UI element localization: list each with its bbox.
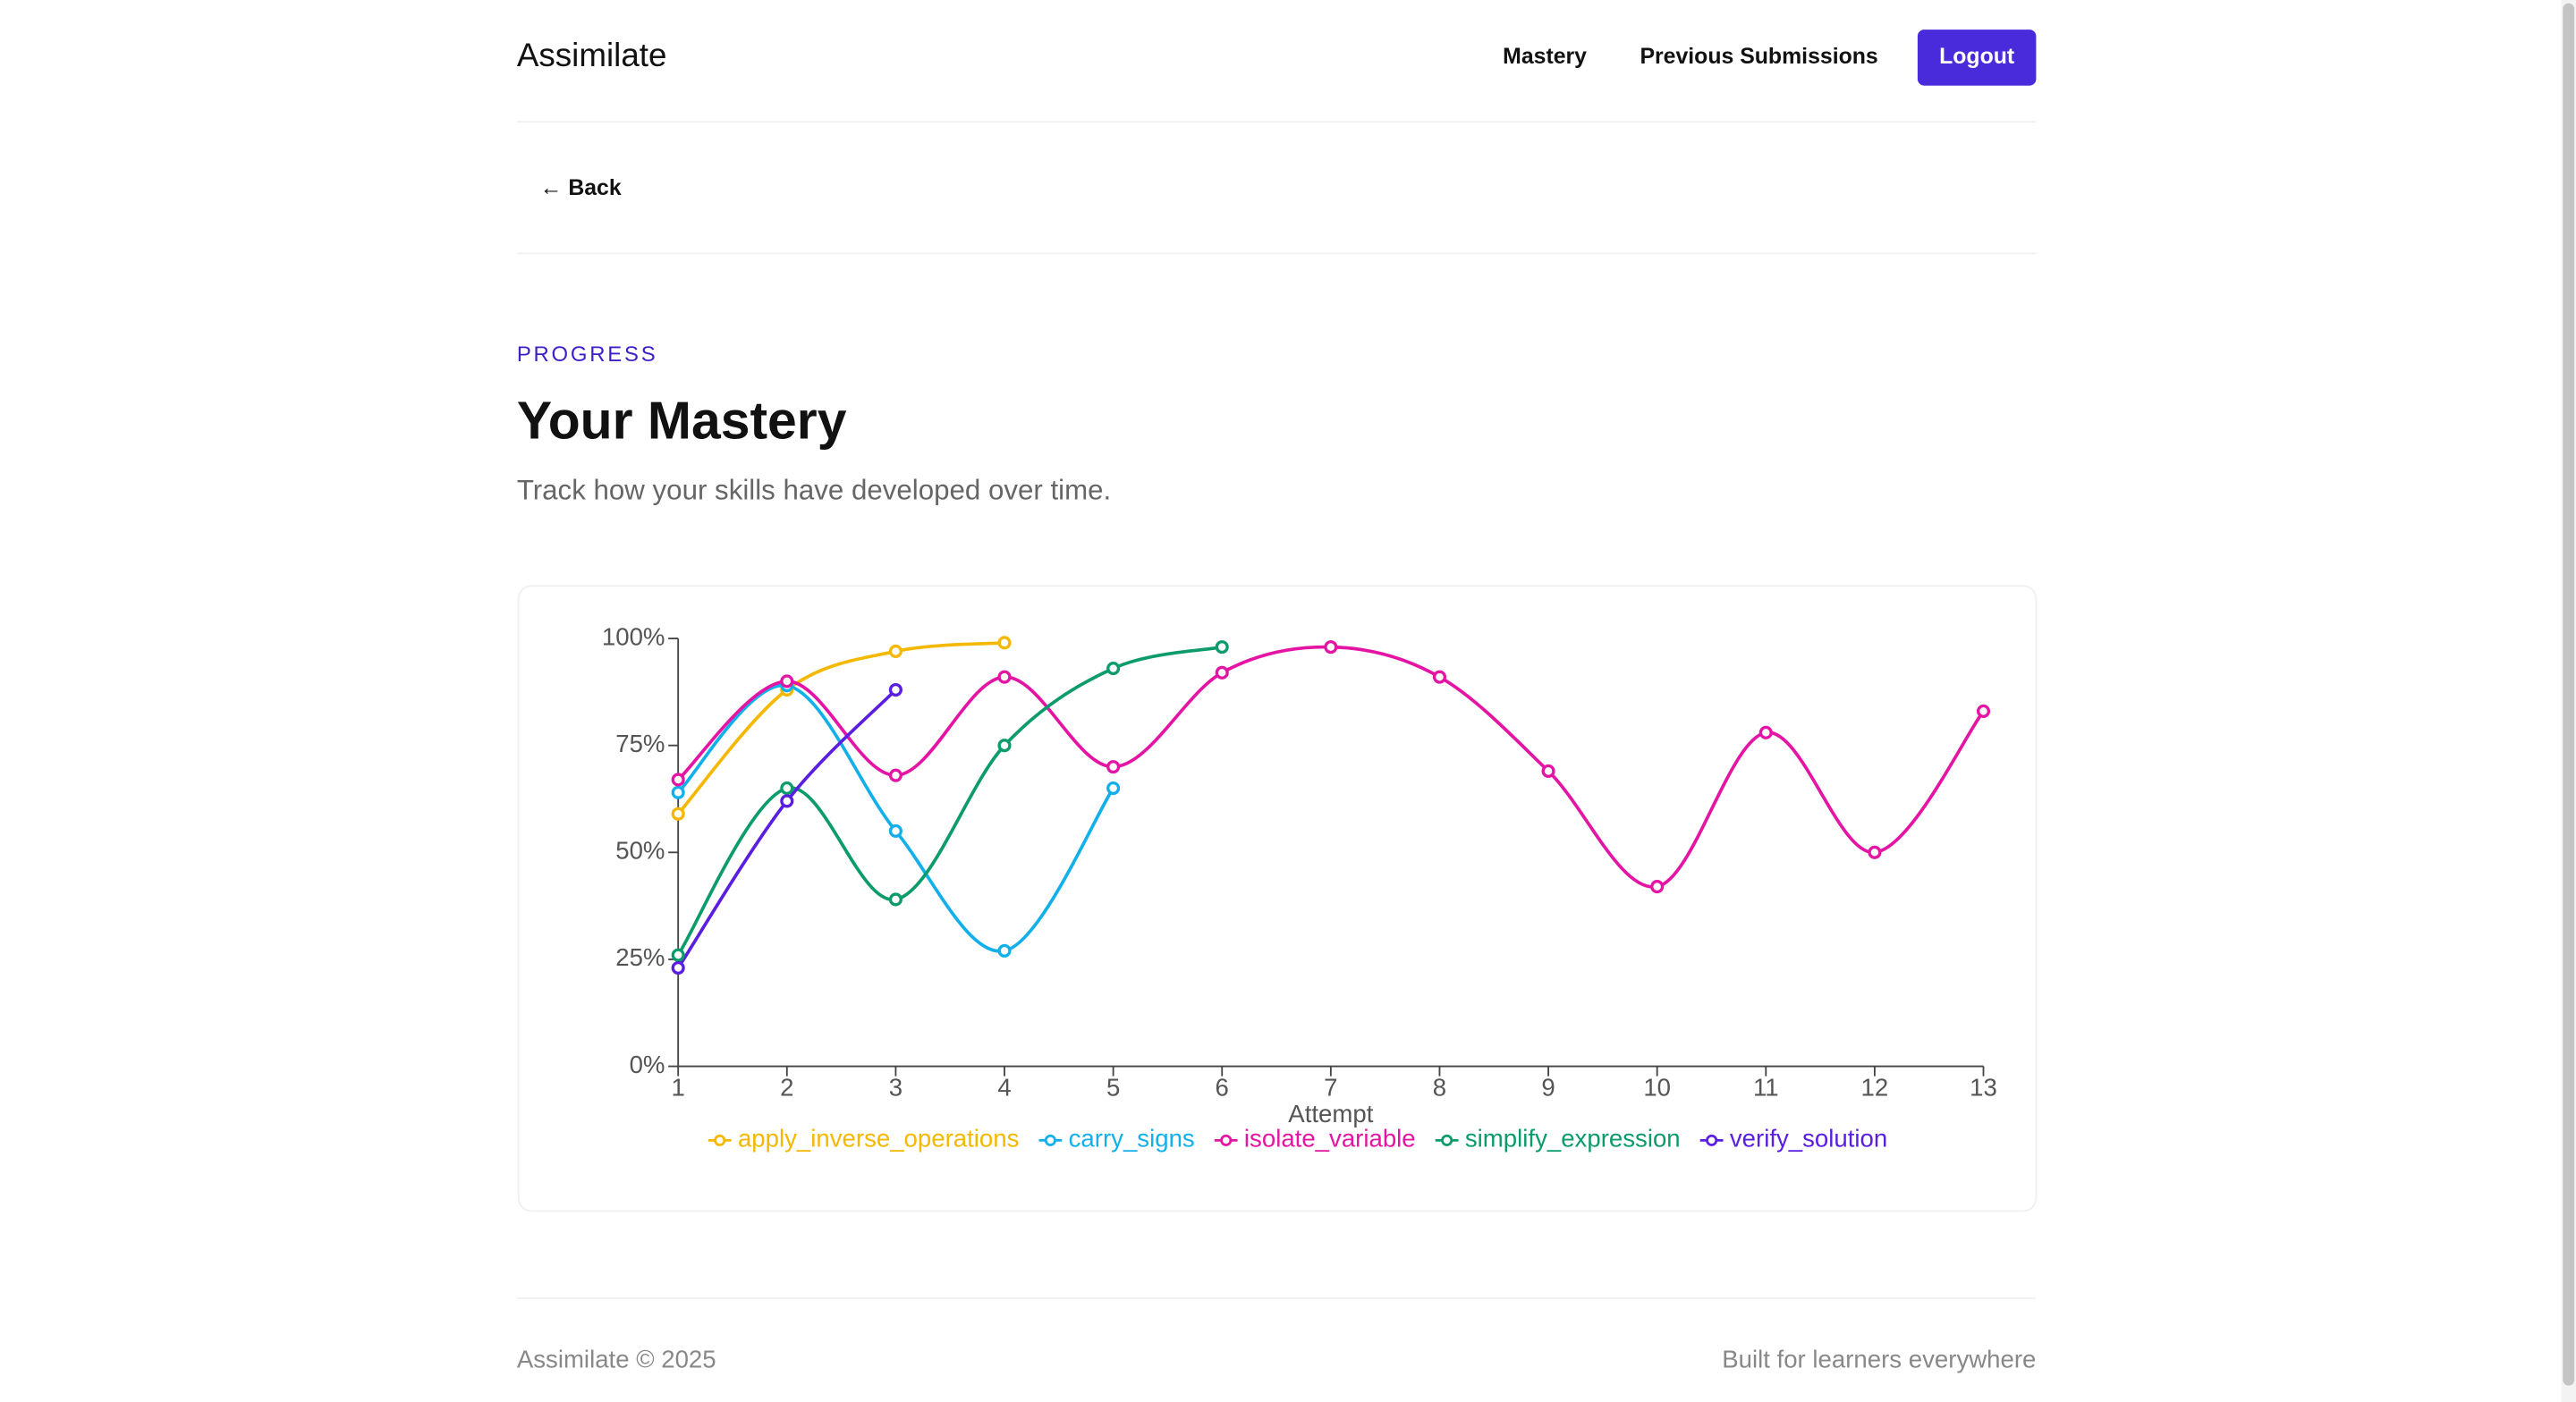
legend-swatch-dot xyxy=(1706,1134,1718,1146)
x-tick-label: 7 xyxy=(1324,1074,1337,1102)
scrollbar-thumb[interactable] xyxy=(2563,3,2575,1386)
x-tick-label: 4 xyxy=(997,1074,1011,1102)
y-tick-label: 50% xyxy=(615,837,665,865)
data-point xyxy=(671,773,685,787)
logout-button[interactable] xyxy=(1917,30,2037,86)
data-point xyxy=(1324,640,1338,655)
series-line xyxy=(676,641,1005,815)
subtitle: Track how your skills have developed ove… xyxy=(517,475,1111,506)
x-tick-label: 9 xyxy=(1541,1074,1555,1102)
x-tick-label: 10 xyxy=(1643,1074,1671,1102)
data-point xyxy=(1650,880,1665,894)
data-point xyxy=(997,739,1012,753)
footer-left: Assimilate © 2025 xyxy=(517,1345,716,1372)
data-point xyxy=(888,682,902,697)
data-point xyxy=(1106,662,1121,676)
data-point xyxy=(888,768,902,782)
data-point xyxy=(997,636,1012,650)
brand: Assimilate xyxy=(517,37,667,73)
x-tick-label: 12 xyxy=(1861,1074,1889,1102)
nav-link[interactable]: Mastery xyxy=(1503,45,1587,69)
legend: apply_inverse_operations carry_signs isola… xyxy=(708,1125,1887,1153)
data-point xyxy=(671,948,685,962)
chart-card xyxy=(517,585,2038,1212)
data-point xyxy=(888,823,902,838)
data-point xyxy=(1215,665,1229,680)
y-tick-label: 25% xyxy=(615,943,665,971)
legend-swatch-dot xyxy=(1220,1134,1233,1146)
data-point xyxy=(1106,781,1121,796)
footer-right: Built for learners everywhere xyxy=(1722,1345,2036,1372)
data-point xyxy=(1976,704,1991,718)
data-point xyxy=(1106,760,1121,774)
eyebrow: PROGRESS xyxy=(517,342,658,367)
logout-label[interactable]: Logout xyxy=(1939,45,2014,69)
page-title: Your Mastery xyxy=(517,392,847,450)
legend-swatch-dot xyxy=(1441,1134,1453,1146)
back-link[interactable]: ← Back xyxy=(540,176,622,200)
legend-swatch-dot xyxy=(714,1134,726,1146)
legend-label: isolate_variable xyxy=(1244,1125,1416,1153)
x-tick-label: 11 xyxy=(1753,1074,1779,1102)
x-tick-label: 3 xyxy=(889,1074,902,1102)
data-point xyxy=(671,960,685,975)
legend-label: verify_solution xyxy=(1730,1125,1887,1153)
data-point xyxy=(1541,764,1555,778)
legend-swatch-dot xyxy=(1044,1134,1056,1146)
y-tick-label: 75% xyxy=(615,730,665,757)
y-tick-label: 0% xyxy=(630,1051,665,1078)
x-tick-label: 1 xyxy=(672,1074,685,1102)
x-tick-label: 6 xyxy=(1216,1074,1229,1102)
data-point xyxy=(1215,640,1229,655)
data-point xyxy=(997,670,1012,684)
data-point xyxy=(1868,845,1882,859)
legend-label: apply_inverse_operations xyxy=(738,1125,1019,1153)
x-axis-label: Attempt xyxy=(1288,1100,1373,1128)
data-point xyxy=(1432,670,1447,684)
data-point xyxy=(780,781,794,796)
y-tick-label: 100% xyxy=(602,622,665,650)
x-tick-label: 5 xyxy=(1106,1074,1120,1102)
legend-label: carry_signs xyxy=(1069,1125,1195,1153)
data-point xyxy=(888,644,902,658)
data-point xyxy=(997,943,1012,958)
x-tick-label: 2 xyxy=(780,1074,793,1102)
data-point xyxy=(671,785,685,799)
x-tick-label: 8 xyxy=(1433,1074,1446,1102)
data-point xyxy=(780,674,794,688)
data-point xyxy=(671,807,685,821)
chart: 0%25%50%75%100%1 2 3 4 5 6 7 8 9 10 11 12 13Attempta… xyxy=(602,622,1997,1152)
data-point xyxy=(888,892,902,907)
nav-link[interactable]: Previous Submissions xyxy=(1640,45,1877,69)
data-point xyxy=(780,794,794,808)
legend-label: simplify_expression xyxy=(1465,1125,1681,1153)
data-point xyxy=(1758,725,1773,739)
x-tick-label: 13 xyxy=(1970,1074,1997,1102)
